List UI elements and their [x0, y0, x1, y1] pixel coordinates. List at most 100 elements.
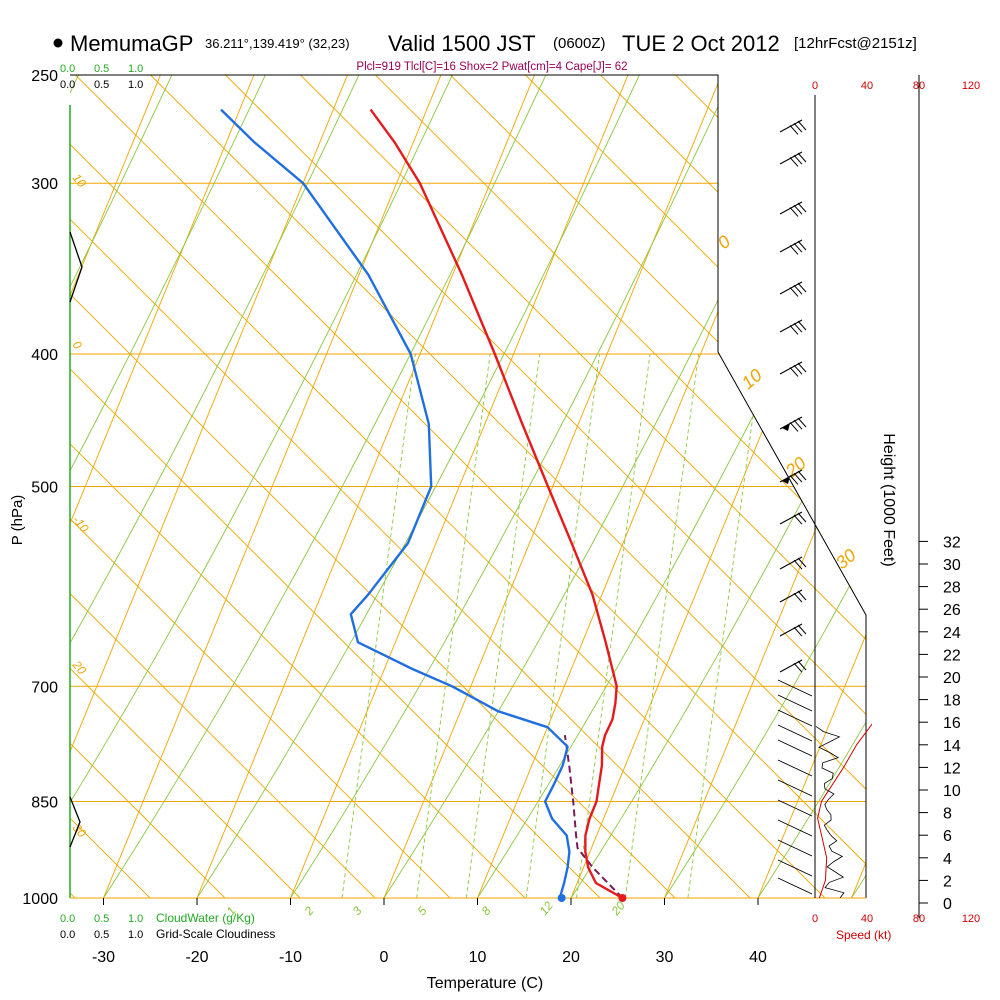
pressure-tick-label: 250: [31, 68, 58, 85]
dry-adiabat: [70, 75, 526, 898]
moist-adiabat-label: 30: [832, 545, 860, 573]
dry-adiabat-label: 20: [69, 657, 89, 677]
wind-barb: [779, 556, 807, 570]
x-tick-label: 10: [469, 949, 487, 966]
wind-barb-feather: [789, 287, 799, 297]
moist-adiabat: [551, 75, 866, 898]
height-tick-label: 12: [943, 760, 961, 777]
cloudiness-tick: 0.5: [94, 929, 109, 941]
dry-adiabat: [70, 75, 866, 898]
dry-adiabat-label: 0: [70, 338, 85, 352]
x-tick-label: -30: [92, 949, 115, 966]
isotherm: [70, 75, 403, 898]
moist-adiabat: [0, 0, 46, 927]
dry-adiabat-label: 10: [70, 171, 90, 190]
speed-tick-bottom: 120: [962, 913, 980, 925]
mixing-ratio-label: 20: [608, 898, 628, 918]
mixing-ratio-line: [465, 353, 541, 898]
height-tick-label: 0: [943, 896, 952, 913]
wind-barb: [779, 623, 807, 637]
wind-barb-low: [777, 819, 813, 837]
pressure-tick-label: 500: [31, 480, 58, 497]
height-tick-label: 22: [943, 647, 961, 664]
dry-adiabat: [70, 75, 866, 898]
surface-temperature-marker: [618, 894, 627, 902]
mixing-ratio-line: [624, 353, 700, 898]
wind-barb-feather: [797, 362, 807, 373]
dry-adiabat: [174, 75, 866, 898]
mixing-ratio-line: [525, 353, 600, 898]
wind-barb-feather: [797, 202, 807, 213]
mixing-ratio-label: 3: [350, 904, 365, 918]
moist-adiabat: [70, 75, 234, 898]
wind-barb-feather: [797, 152, 807, 163]
dry-adiabat: [474, 75, 866, 898]
wind-barb-low: [777, 739, 813, 757]
height-tick-label: 20: [943, 670, 961, 687]
height-tick-label: 6: [943, 828, 952, 845]
cloudiness-label: Grid-Scale Cloudiness: [156, 927, 275, 941]
dry-adiabat: [70, 75, 826, 898]
wind-barb-feather: [797, 590, 807, 601]
moist-adiabat-label: 10: [738, 365, 766, 393]
isotherm: [465, 75, 866, 898]
x-axis-title: Temperature (C): [427, 975, 543, 992]
x-tick-label: 30: [656, 949, 674, 966]
mixing-ratio-line: [687, 353, 762, 898]
wind-barb: [779, 319, 807, 335]
pressure-tick-label: 400: [31, 347, 58, 364]
station-coords: 36.211°,139.419° (32,23): [205, 36, 350, 51]
wind-barb-low: [777, 694, 813, 712]
wind-barb-flag: [782, 423, 790, 431]
wind-barb-feather: [789, 125, 799, 135]
isotherm: [278, 75, 683, 898]
moist-adiabat: [84, 75, 608, 898]
speed-tick-bottom: 80: [913, 913, 925, 925]
speed-tick-top: 40: [861, 80, 873, 92]
dewpoint-profile: [220, 108, 571, 899]
height-tick-label: 28: [943, 580, 961, 597]
cloudiness-tick: 1.0: [128, 929, 143, 941]
speed-tick-top: 120: [962, 80, 980, 92]
wind-barb: [779, 416, 807, 432]
height-tick-label: 10: [943, 783, 961, 800]
wind-barb-feather: [797, 320, 807, 331]
wind-barb-feather: [793, 662, 803, 673]
mixing-ratio-line: [576, 353, 651, 898]
temperature-profile: [369, 108, 623, 900]
moist-adiabat: [364, 75, 866, 898]
dry-adiabat: [70, 75, 451, 898]
cloud-water-tick: 1.0: [128, 913, 143, 925]
cloudiness-tick: 1.0: [128, 79, 143, 91]
wind-barb-low: [777, 877, 813, 895]
speed-tick-top: 80: [913, 80, 925, 92]
wind-barb-low: [777, 679, 813, 697]
valid-date: TUE 2 Oct 2012: [622, 31, 780, 56]
mixing-ratio-label: 5: [415, 904, 430, 918]
wind-barb-low: [777, 859, 813, 877]
wind-barb-feather: [793, 559, 803, 570]
wind-barb-feather: [797, 120, 807, 131]
wind-barb-feather: [797, 624, 807, 635]
wind-barbs: [777, 119, 813, 895]
valid-time: Valid 1500 JST: [388, 31, 536, 56]
height-tick-label: 2: [943, 873, 952, 890]
wind-barb-feather: [793, 154, 803, 165]
moist-adiabat-label: 20: [781, 453, 810, 482]
height-tick-label: 4: [943, 851, 952, 868]
pressure-tick-label: 700: [31, 679, 58, 696]
isotherm: [0, 0, 28, 927]
x-axis-ticks: -30 -20 -10 0 10 20 30 40: [92, 898, 767, 966]
wind-hodograph: [815, 723, 872, 898]
wind-barb-feather: [797, 512, 807, 523]
x-tick-label: 0: [380, 949, 389, 966]
wind-speed-curve: [817, 723, 872, 898]
wind-barb-feather: [793, 204, 803, 215]
wind-barb-feather: [793, 626, 803, 637]
wind-barb-feather: [797, 470, 807, 481]
dry-adiabat: [70, 75, 301, 898]
height-tick-label: 16: [943, 715, 961, 732]
moist-adiabat: [645, 75, 866, 898]
